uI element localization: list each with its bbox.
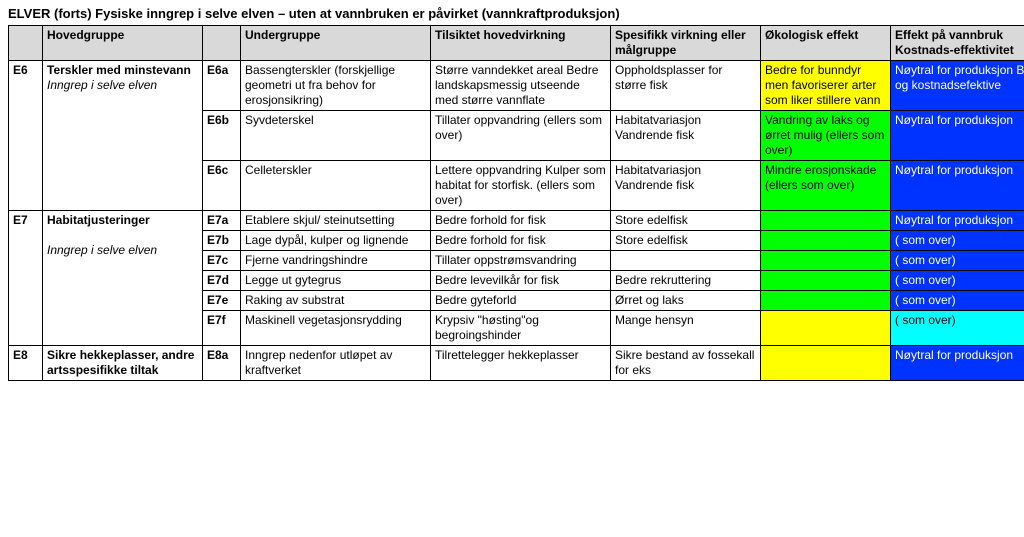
cell-e6b-spes: Habitatvariasjon Vandrende fisk: [611, 111, 761, 161]
cell-e7d-under: Legge ut gytegrus: [241, 271, 431, 291]
cell-e6b-oko: Vandring av laks og ørret mulig (ellers …: [761, 111, 891, 161]
cell-e7b-under: Lage dypål, kulper og lignende: [241, 231, 431, 251]
header-tilsiktet: Tilsiktet hovedvirkning: [431, 26, 611, 61]
cell-e7e-eff: ( som over): [891, 291, 1024, 311]
cell-e7b-spes: Store edelfisk: [611, 231, 761, 251]
header-spesifikk: Spesifikk virkning eller målgruppe: [611, 26, 761, 61]
cell-e6-hoved: Terskler med minstevann Inngrep i selve …: [43, 61, 203, 211]
cell-e7e-sub: E7e: [203, 291, 241, 311]
cell-e8a-spes: Sikre bestand av fossekall for eks: [611, 346, 761, 381]
cell-e8-code: E8: [9, 346, 43, 381]
cell-e6b-tils: Tillater oppvandring (ellers som over): [431, 111, 611, 161]
cell-e6c-spes: Habitatvariasjon Vandrende fisk: [611, 161, 761, 211]
cell-e6c-oko: Mindre erosjonskade (ellers som over): [761, 161, 891, 211]
cell-e7a-sub: E7a: [203, 211, 241, 231]
cell-e7e-spes: Ørret og laks: [611, 291, 761, 311]
cell-e7f-oko: [761, 311, 891, 346]
cell-e6-code: E6: [9, 61, 43, 211]
cell-e7f-eff: ( som over): [891, 311, 1024, 346]
cell-e7a-tils: Bedre forhold for fisk: [431, 211, 611, 231]
header-subcode: [203, 26, 241, 61]
e6-hoved-line1: Terskler med minstevann: [47, 63, 191, 77]
cell-e7a-eff: Nøytral for produksjon: [891, 211, 1024, 231]
cell-e7f-tils: Krypsiv "høsting"og begroingshinder: [431, 311, 611, 346]
header-row: Hovedgruppe Undergruppe Tilsiktet hovedv…: [9, 26, 1024, 61]
cell-e7e-tils: Bedre gyteforld: [431, 291, 611, 311]
cell-e7b-tils: Bedre forhold for fisk: [431, 231, 611, 251]
cell-e7c-sub: E7c: [203, 251, 241, 271]
cell-e7d-eff: ( som over): [891, 271, 1024, 291]
cell-e7b-oko: [761, 231, 891, 251]
cell-e8a-eff: Nøytral for produksjon: [891, 346, 1024, 381]
cell-e7c-under: Fjerne vandringshindre: [241, 251, 431, 271]
e6-hoved-line2: Inngrep i selve elven: [47, 78, 157, 92]
cell-e6b-sub: E6b: [203, 111, 241, 161]
cell-e7e-oko: [761, 291, 891, 311]
cell-e7d-sub: E7d: [203, 271, 241, 291]
cell-e7c-oko: [761, 251, 891, 271]
e7-hoved-line2: Inngrep i selve elven: [47, 243, 157, 257]
cell-e7d-oko: [761, 271, 891, 291]
header-oko: Økologisk effekt: [761, 26, 891, 61]
cell-e6c-sub: E6c: [203, 161, 241, 211]
main-table: Hovedgruppe Undergruppe Tilsiktet hovedv…: [8, 25, 1024, 381]
cell-e7f-under: Maskinell vegetasjonsrydding: [241, 311, 431, 346]
cell-e6a-under: Bassengterskler (forskjellige geometri u…: [241, 61, 431, 111]
cell-e7d-tils: Bedre levevilkår for fisk: [431, 271, 611, 291]
cell-e7e-under: Raking av substrat: [241, 291, 431, 311]
cell-e6c-under: Celleterskler: [241, 161, 431, 211]
header-code: [9, 26, 43, 61]
cell-e7-code: E7: [9, 211, 43, 346]
cell-e6b-eff: Nøytral for produksjon: [891, 111, 1024, 161]
row-e8a: E8 Sikre hekkeplasser, andre artsspesifi…: [9, 346, 1024, 381]
cell-e6a-oko: Bedre for bunndyr men favoriserer arter …: [761, 61, 891, 111]
row-e6a: E6 Terskler med minstevann Inngrep i sel…: [9, 61, 1024, 111]
header-under: Undergruppe: [241, 26, 431, 61]
cell-e6a-tils: Større vanndekket areal Bedre landskapsm…: [431, 61, 611, 111]
page-title: ELVER (forts) Fysiske inngrep i selve el…: [8, 6, 1016, 21]
cell-e7f-spes: Mange hensyn: [611, 311, 761, 346]
cell-e7b-sub: E7b: [203, 231, 241, 251]
cell-e7c-spes: [611, 251, 761, 271]
cell-e7c-tils: Tillater oppstrømsvandring: [431, 251, 611, 271]
cell-e7f-sub: E7f: [203, 311, 241, 346]
cell-e7-hoved: Habitatjusteringer Inngrep i selve elven: [43, 211, 203, 346]
e7-hoved-line1: Habitatjusteringer: [47, 213, 150, 227]
cell-e8a-sub: E8a: [203, 346, 241, 381]
cell-e7c-eff: ( som over): [891, 251, 1024, 271]
cell-e8a-oko: [761, 346, 891, 381]
cell-e6a-eff: Nøytral for produksjon Billig og kostnad…: [891, 61, 1024, 111]
cell-e8a-tils: Tilrettelegger hekkeplasser: [431, 346, 611, 381]
header-hoved: Hovedgruppe: [43, 26, 203, 61]
cell-e6a-sub: E6a: [203, 61, 241, 111]
header-effekt: Effekt på vannbruk Kostnads-effektivitet: [891, 26, 1024, 61]
cell-e6a-spes: Oppholdsplasser for større fisk: [611, 61, 761, 111]
cell-e8-hoved: Sikre hekkeplasser, andre artsspesifikke…: [43, 346, 203, 381]
cell-e6b-under: Syvdeterskel: [241, 111, 431, 161]
cell-e6c-eff: Nøytral for produksjon: [891, 161, 1024, 211]
cell-e7a-spes: Store edelfisk: [611, 211, 761, 231]
cell-e8a-under: Inngrep nedenfor utløpet av kraftverket: [241, 346, 431, 381]
cell-e7b-eff: ( som over): [891, 231, 1024, 251]
cell-e7a-under: Etablere skjul/ steinutsetting: [241, 211, 431, 231]
cell-e7d-spes: Bedre rekruttering: [611, 271, 761, 291]
cell-e7a-oko: [761, 211, 891, 231]
row-e7a: E7 Habitatjusteringer Inngrep i selve el…: [9, 211, 1024, 231]
cell-e6c-tils: Lettere oppvandring Kulper som habitat f…: [431, 161, 611, 211]
